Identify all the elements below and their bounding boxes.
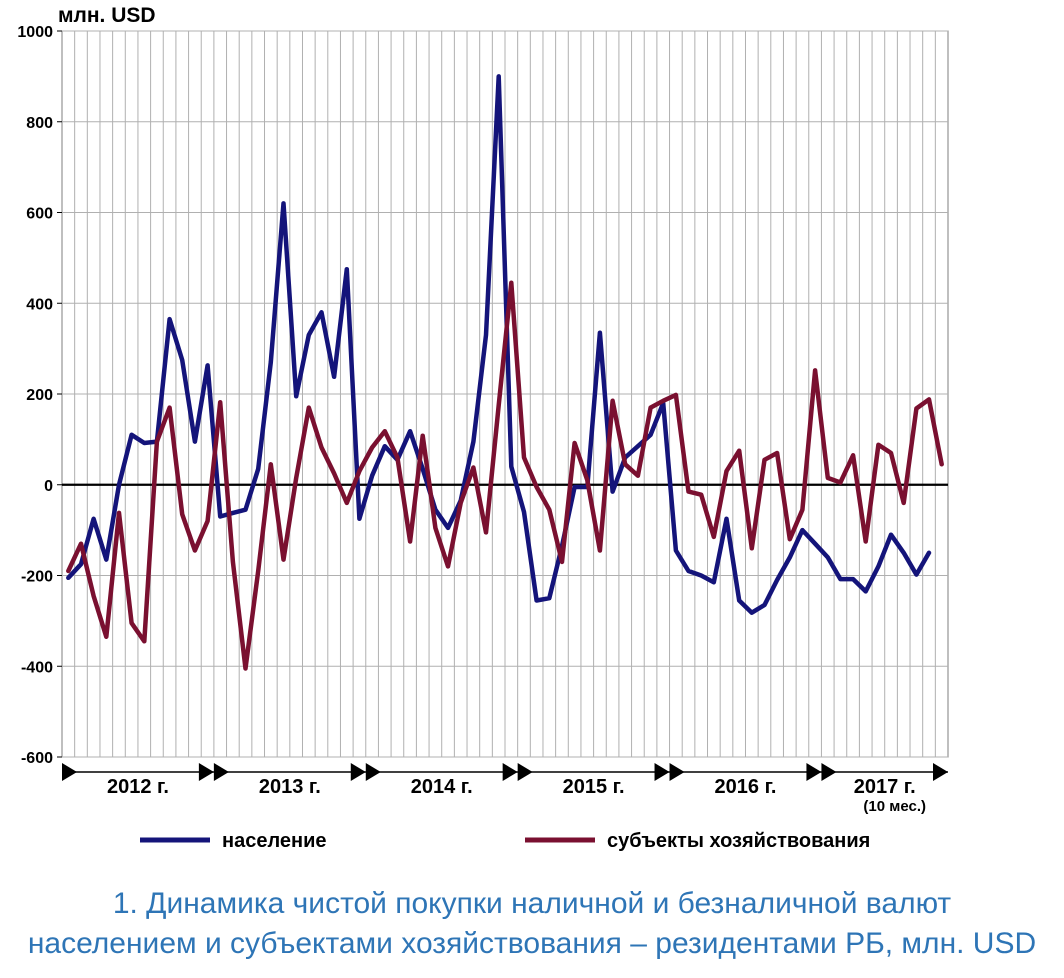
y-axis-unit-label: млн. USD [58, 4, 156, 27]
y-tick-label: 0 [44, 478, 53, 495]
series-line-naselenie [66, 74, 932, 615]
period-arrow-right [517, 763, 533, 781]
period-arrow-end [933, 763, 948, 781]
figure-caption: 1. Динамика чистой покупки наличной и бе… [0, 884, 1064, 964]
period-arrow-right [213, 763, 229, 781]
caption-line-1: 1. Динамика чистой покупки наличной и бе… [112, 887, 952, 920]
period-label: 2013 г. [259, 776, 321, 798]
caption-line-2: населением и субъектами хозяйствования –… [27, 927, 1037, 960]
period-arrow-end [350, 763, 366, 781]
period-arrow-end [654, 763, 670, 781]
y-tick-label: 200 [26, 387, 53, 404]
y-tick-label: 1000 [17, 24, 53, 41]
period-sublabel: (10 мес.) [863, 798, 926, 815]
period-arrow-end [806, 763, 822, 781]
y-tick-label: 600 [26, 206, 53, 223]
y-tick-label: -400 [21, 659, 53, 676]
period-arrow-right [62, 763, 77, 781]
y-tick-label: -200 [21, 569, 53, 586]
y-tick-label: -600 [21, 750, 53, 767]
period-arrow-end [198, 763, 214, 781]
period-arrow-right [365, 763, 381, 781]
period-arrow-right [821, 763, 837, 781]
legend-item-subekty-label: субъекты хозяйствования [607, 830, 870, 852]
y-tick-label: 400 [26, 296, 53, 313]
period-label: 2015 г. [563, 776, 625, 798]
period-label: 2014 г. [411, 776, 473, 798]
period-label: 2012 г. [107, 776, 169, 798]
series-line-subekty [66, 280, 944, 671]
period-arrow-end [502, 763, 518, 781]
period-label: 2017 г. [854, 776, 916, 798]
chart-svg: 1000 800 600 400 200 0 -200 -400 -600 2012 г. 2013… [17, 24, 949, 852]
legend-item-naselenie-label: население [222, 830, 327, 852]
period-arrow-right [669, 763, 685, 781]
y-tick-label: 800 [26, 115, 53, 132]
period-label: 2016 г. [715, 776, 777, 798]
